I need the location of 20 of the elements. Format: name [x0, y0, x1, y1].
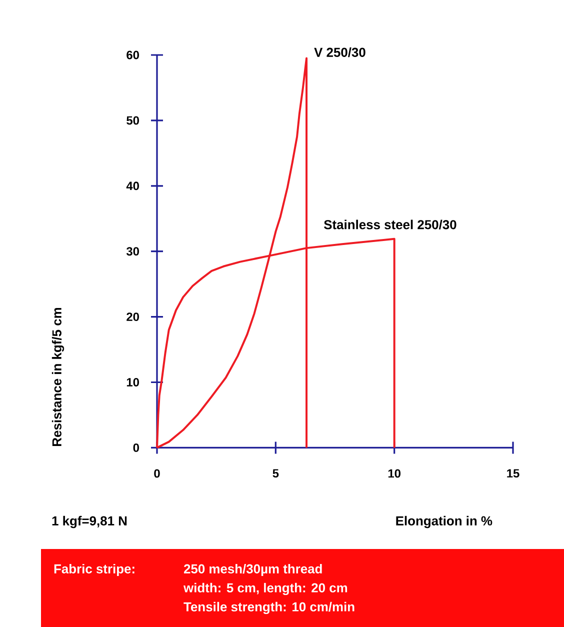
series-label: Stainless steel 250/30: [324, 220, 456, 230]
y-tick-label: 50: [126, 116, 139, 125]
y-tick-label: 20: [126, 312, 139, 322]
x-tick-label: 10: [388, 469, 400, 478]
x-axis-title: Elongation in %: [396, 516, 492, 528]
y-tick-label: 30: [126, 247, 139, 256]
y-tick-label: 40: [126, 182, 139, 190]
text: Tensile strength: 10 cm/min: [184, 602, 354, 614]
text: width: 5 cm, length: 20 cm: [183, 582, 348, 596]
y-tick-label: 0: [133, 443, 139, 452]
x-tick-label: 0: [154, 469, 160, 478]
series-label: V 250/30: [314, 47, 366, 58]
y-axis-title: Resistance in kgf/5 cm: [52, 308, 64, 446]
text: Fabric stripe:: [54, 564, 134, 576]
y-tick-label: 10: [126, 378, 139, 386]
text: 250 mesh/30µm thread: [184, 564, 322, 576]
x-tick-label: 5: [272, 469, 279, 478]
text: 1 kgf=9,81 N: [52, 516, 127, 528]
x-tick-label: 15: [507, 469, 520, 478]
y-tick-label: 60: [126, 50, 139, 60]
